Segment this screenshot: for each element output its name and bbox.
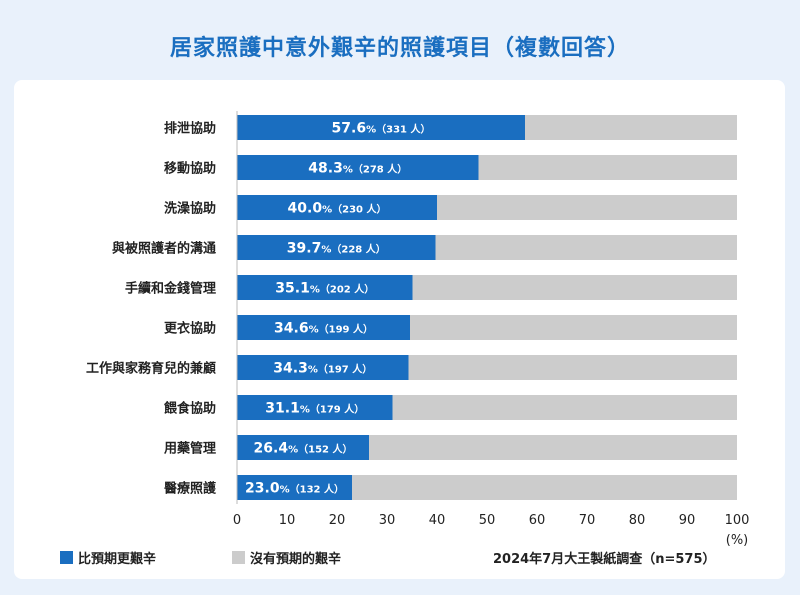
bar-primary (237, 355, 409, 380)
data-label: 34.3%（197 人） (273, 361, 372, 377)
data-label: 35.1%（202 人） (275, 281, 374, 297)
x-tick-label: 80 (629, 513, 646, 528)
category-label: 排泄協助 (164, 121, 216, 137)
x-tick-label: 0 (233, 513, 241, 528)
category-label: 醫療照護 (164, 481, 217, 497)
x-tick-label: 10 (279, 513, 296, 528)
bar-remainder (437, 195, 737, 220)
bar-primary (237, 475, 352, 500)
x-tick-label: 50 (479, 513, 496, 528)
data-label: 57.6%（331 人） (332, 121, 431, 137)
bar-primary (237, 155, 479, 180)
category-label: 更衣協助 (164, 321, 216, 337)
x-tick-label: 40 (429, 513, 446, 528)
category-label: 工作與家務育兒的兼顧 (86, 361, 216, 377)
bar-remainder (392, 395, 737, 420)
legend-label-remainder: 沒有預期的艱辛 (250, 552, 342, 567)
bar-remainder (408, 355, 737, 380)
category-label: 用藥管理 (163, 441, 216, 457)
bar-primary (237, 275, 413, 300)
x-axis-unit: (%) (726, 533, 749, 548)
data-label: 31.1%（179 人） (265, 401, 364, 417)
category-label: 手續和金錢管理 (125, 281, 216, 297)
bar-remainder (525, 115, 737, 140)
bar-remainder (412, 275, 737, 300)
source-note: 2024年7月大王製紙調查（n=575） (493, 552, 716, 567)
x-tick-label: 100 (725, 513, 750, 528)
data-label: 34.6%（199 人） (274, 321, 373, 337)
legend-swatch-remainder (232, 551, 245, 564)
bar-remainder (478, 155, 737, 180)
bar-remainder (369, 435, 737, 460)
bar-primary (237, 115, 525, 140)
x-tick-label: 60 (529, 513, 546, 528)
data-label: 48.3%（278 人） (308, 161, 407, 177)
data-label: 23.0%（132 人） (245, 481, 344, 497)
bar-primary (237, 315, 410, 340)
data-label: 26.4%（152 人） (254, 441, 353, 457)
bar-primary (237, 435, 369, 460)
bar-remainder (435, 235, 737, 260)
bar-primary (237, 195, 437, 220)
bar-primary (237, 235, 436, 260)
category-label: 與被照護者的溝通 (112, 241, 216, 257)
x-tick-label: 20 (329, 513, 346, 528)
chart-title: 居家照護中意外艱辛的照護項目（複數回答） (169, 36, 630, 61)
bar-primary (237, 395, 393, 420)
x-tick-label: 70 (579, 513, 596, 528)
bar-remainder (410, 315, 737, 340)
x-tick-label: 90 (679, 513, 696, 528)
category-label: 洗澡協助 (164, 201, 216, 217)
legend-item-primary: 比預期更艱辛 (60, 548, 156, 567)
category-label: 餵食協助 (164, 401, 216, 417)
bar-remainder (352, 475, 737, 500)
data-label: 39.7%（228 人） (287, 241, 386, 257)
legend-label-primary: 比預期更艱辛 (78, 552, 157, 567)
legend-item-remainder: 沒有預期的艱辛 (232, 548, 341, 567)
data-label: 40.0%（230 人） (288, 201, 387, 217)
legend-swatch-primary (60, 551, 73, 564)
x-tick-label: 30 (379, 513, 396, 528)
category-label: 移動協助 (164, 161, 216, 177)
